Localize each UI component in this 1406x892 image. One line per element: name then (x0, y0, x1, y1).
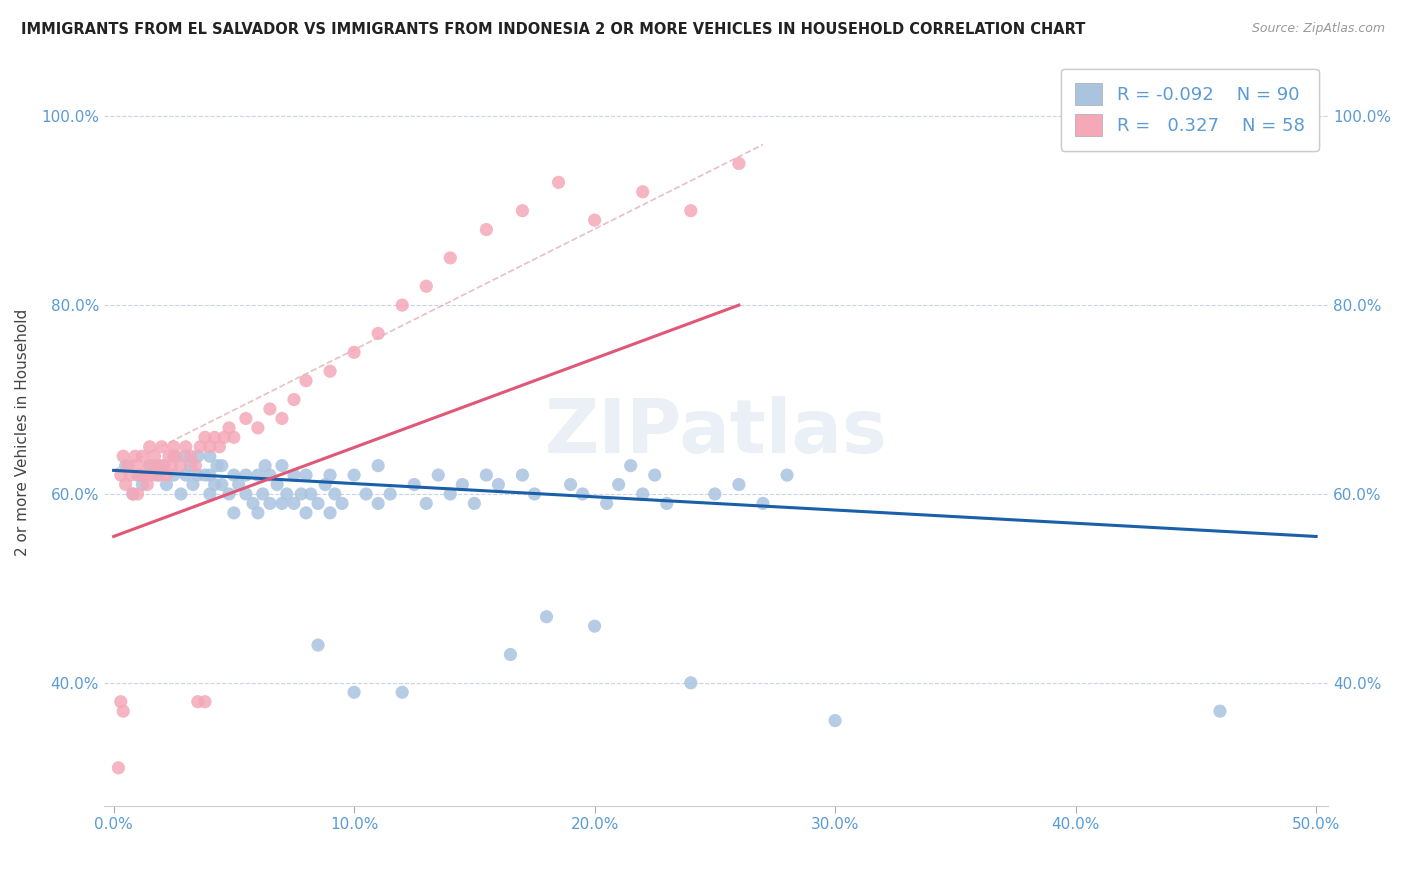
Point (120, 468, 142, 483)
Point (163, 440, 186, 454)
Point (180, 458, 202, 473)
Point (295, 374, 318, 388)
Point (246, 506, 269, 520)
Point (187, 449, 209, 463)
Point (194, 468, 217, 483)
Text: ZIPatlas: ZIPatlas (544, 396, 887, 469)
Point (271, 496, 294, 510)
Point (155, 477, 177, 491)
Point (319, 364, 342, 378)
Point (499, 648, 522, 662)
Point (198, 449, 221, 463)
Point (283, 392, 305, 407)
Point (127, 458, 149, 473)
Point (222, 468, 245, 483)
Point (174, 449, 197, 463)
Point (235, 487, 257, 501)
Point (475, 222, 498, 236)
Point (380, 487, 402, 501)
Point (824, 714, 846, 728)
Point (194, 430, 217, 444)
Point (475, 468, 498, 483)
Point (110, 468, 132, 483)
Point (218, 421, 240, 435)
Point (486, 477, 509, 491)
Point (703, 487, 725, 501)
Point (170, 458, 193, 473)
Point (134, 468, 156, 483)
Point (439, 251, 461, 265)
Point (1209, 704, 1232, 718)
Point (121, 487, 143, 501)
Point (655, 496, 678, 510)
Point (343, 345, 366, 359)
Point (141, 468, 163, 483)
Point (160, 458, 183, 473)
Point (512, 468, 534, 483)
Point (211, 477, 233, 491)
Point (187, 468, 209, 483)
Point (343, 468, 366, 483)
Point (107, 761, 129, 775)
Point (752, 496, 775, 510)
Point (235, 468, 257, 483)
Text: Source: ZipAtlas.com: Source: ZipAtlas.com (1251, 22, 1385, 36)
Point (367, 326, 389, 341)
Point (323, 487, 346, 501)
Point (367, 458, 389, 473)
Point (631, 487, 654, 501)
Point (184, 458, 207, 473)
Point (404, 477, 426, 491)
Text: IMMIGRANTS FROM EL SALVADOR VS IMMIGRANTS FROM INDONESIA 2 OR MORE VEHICLES IN H: IMMIGRANTS FROM EL SALVADOR VS IMMIGRANT… (21, 22, 1085, 37)
Point (153, 458, 176, 473)
Point (266, 477, 288, 491)
Point (163, 449, 186, 463)
Point (343, 685, 366, 699)
Point (391, 298, 413, 312)
Point (131, 477, 153, 491)
Point (112, 704, 135, 718)
Point (165, 449, 187, 463)
Point (138, 458, 160, 473)
Point (204, 477, 226, 491)
Point (391, 685, 413, 699)
Point (187, 695, 209, 709)
Point (194, 695, 217, 709)
Point (679, 203, 702, 218)
Point (560, 477, 582, 491)
Point (188, 440, 211, 454)
Point (150, 440, 173, 454)
Point (427, 468, 450, 483)
Point (259, 402, 281, 417)
Point (181, 477, 204, 491)
Point (150, 458, 173, 473)
Point (583, 619, 606, 633)
Point (138, 458, 160, 473)
Point (146, 468, 169, 483)
Point (136, 477, 159, 491)
Point (121, 487, 143, 501)
Point (354, 487, 377, 501)
Point (295, 506, 318, 520)
Point (644, 468, 666, 483)
Point (204, 430, 226, 444)
Point (198, 487, 221, 501)
Point (276, 487, 298, 501)
Point (571, 487, 593, 501)
Point (235, 411, 257, 425)
Legend: R = -0.092    N = 90, R =   0.327    N = 58: R = -0.092 N = 90, R = 0.327 N = 58 (1060, 69, 1319, 151)
Point (114, 458, 136, 473)
Point (583, 213, 606, 227)
Point (512, 203, 534, 218)
Y-axis label: 2 or more Vehicles in Household: 2 or more Vehicles in Household (15, 309, 30, 557)
Point (146, 458, 169, 473)
Point (595, 496, 617, 510)
Point (314, 477, 336, 491)
Point (117, 458, 139, 473)
Point (254, 458, 277, 473)
Point (299, 487, 322, 501)
Point (242, 496, 264, 510)
Point (129, 468, 152, 483)
Point (205, 458, 228, 473)
